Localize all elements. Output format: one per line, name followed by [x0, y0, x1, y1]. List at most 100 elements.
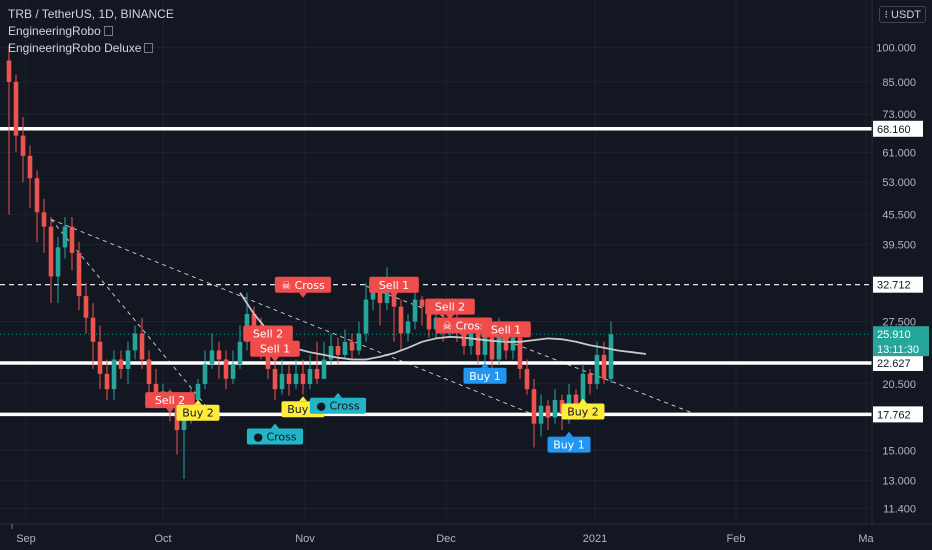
signal-sell-cross-label: ☠ Cross: [274, 276, 332, 298]
candle-body: [279, 373, 285, 390]
signal-text: Sell 2: [435, 301, 465, 314]
signal-box: [369, 276, 419, 293]
signal-sell-label: Sell 1: [250, 340, 300, 362]
candle-body: [356, 333, 362, 351]
level-price-tag: [873, 354, 923, 371]
indicator-row-1[interactable]: EngineeringRobo: [8, 23, 174, 40]
signal-sell-label: Sell 2: [145, 392, 195, 414]
candle-body: [377, 286, 383, 304]
currency-badge[interactable]: ⁝ USDT: [879, 6, 926, 23]
trendline: [50, 218, 542, 418]
signal-text: Buy 2: [567, 406, 599, 419]
currency-dropdown-icon: ⁝: [884, 9, 892, 21]
candle-body: [237, 341, 243, 365]
candle-body: [496, 333, 502, 360]
horizontal-levels: [0, 127, 872, 417]
time-tick-label: Nov: [295, 533, 315, 545]
signal-sell-cross-label: ☠ Cross: [435, 317, 493, 339]
candle-body: [587, 373, 593, 384]
signal-text: ☠ Cross: [281, 279, 325, 292]
signal-box: [176, 404, 220, 421]
candle-body: [363, 299, 369, 334]
signal-box: [274, 276, 332, 293]
candle-body: [328, 346, 334, 360]
symbol-title[interactable]: TRB / TetherUS, 1D, BINANCE: [8, 7, 174, 21]
candle-body: [398, 306, 404, 334]
candle-body: [314, 368, 320, 379]
signal-text: Sell 2: [155, 394, 185, 407]
signal-text: ☠ Cross: [442, 319, 486, 332]
price-tick-label: 53.000: [882, 177, 916, 189]
level-price-tag: [873, 120, 923, 137]
signal-text: Sell 1: [260, 343, 290, 356]
candle-body: [531, 389, 537, 424]
time-axis[interactable]: Sep Oct Nov Dec 2021 Feb Ma: [0, 523, 932, 545]
signal-pointer: [299, 292, 307, 298]
price-tick-label: 27.500: [882, 317, 916, 329]
signal-text: Buy 2: [182, 407, 214, 420]
signal-buy-label: Buy 1: [463, 362, 507, 384]
candle-body: [307, 368, 313, 384]
candle-body: [34, 178, 40, 213]
candle-body: [321, 359, 327, 379]
level-price-label: 32.712: [877, 280, 911, 292]
price-tick-label: 11.400: [883, 504, 916, 516]
price-tick-label: 15.000: [882, 445, 916, 457]
candle-body: [342, 341, 348, 355]
candle-body: [62, 226, 68, 248]
signal-sell-label: Sell 2: [243, 325, 293, 347]
candle-body: [286, 373, 292, 384]
candle-body: [125, 350, 131, 369]
time-tick-label: 2021: [583, 533, 607, 545]
candle-body: [426, 306, 432, 330]
time-tick-label: Feb: [727, 533, 746, 545]
indicator-name: EngineeringRobo: [8, 24, 101, 38]
candle-body: [538, 405, 544, 424]
signal-sell-label: Sell 1: [481, 321, 531, 343]
candle-body: [545, 405, 551, 418]
level-price-tag: [873, 276, 923, 293]
level-price-label: 68.160: [877, 124, 911, 136]
candle-body: [118, 359, 124, 369]
indicator-row-2[interactable]: EngineeringRobo Deluxe: [8, 40, 174, 57]
trendlines: [50, 218, 696, 418]
signal-box: [435, 317, 493, 334]
candle-body: [412, 299, 418, 322]
signal-buy2-label: Buy 2: [176, 399, 220, 421]
signal-pointer: [390, 292, 398, 298]
visibility-icon[interactable]: [144, 43, 154, 53]
visibility-icon[interactable]: [103, 26, 113, 36]
candle-body: [48, 226, 54, 277]
chart-legend: TRB / TetherUS, 1D, BINANCE EngineeringR…: [8, 6, 174, 57]
signal-text: ● Cross: [316, 400, 360, 413]
candle-body: [405, 321, 411, 334]
candle-body: [594, 354, 600, 384]
time-tick-label: Sep: [16, 533, 36, 545]
candle-body: [272, 368, 278, 390]
signal-box: [145, 392, 195, 409]
last-price-label: 25.910: [877, 329, 911, 341]
price-axis[interactable]: 100.000 85.000 73.000 61.000 53.000 45.500 39.…: [871, 0, 929, 524]
candle-body: [69, 226, 75, 253]
candle-body: [223, 359, 229, 379]
candle-body: [83, 296, 89, 318]
level-price-label: 22.627: [877, 358, 911, 370]
candle-body: [202, 364, 208, 384]
moving-average: [239, 292, 647, 361]
candle-body: [524, 368, 530, 390]
candle-body: [300, 373, 306, 384]
candle-body: [482, 337, 488, 355]
candle-body: [153, 383, 159, 395]
signal-text: ● Cross: [253, 431, 297, 444]
candle-body: [216, 350, 222, 360]
signal-box: [309, 397, 367, 414]
signal-text: Buy 1: [469, 370, 501, 383]
candle-body: [146, 359, 152, 384]
candle-body: [132, 333, 138, 351]
time-tick-label: Oct: [154, 533, 171, 545]
price-tick-label: 61.000: [882, 147, 916, 159]
candle-body: [580, 373, 586, 406]
candle-body: [41, 212, 47, 227]
candle-body: [370, 286, 376, 300]
